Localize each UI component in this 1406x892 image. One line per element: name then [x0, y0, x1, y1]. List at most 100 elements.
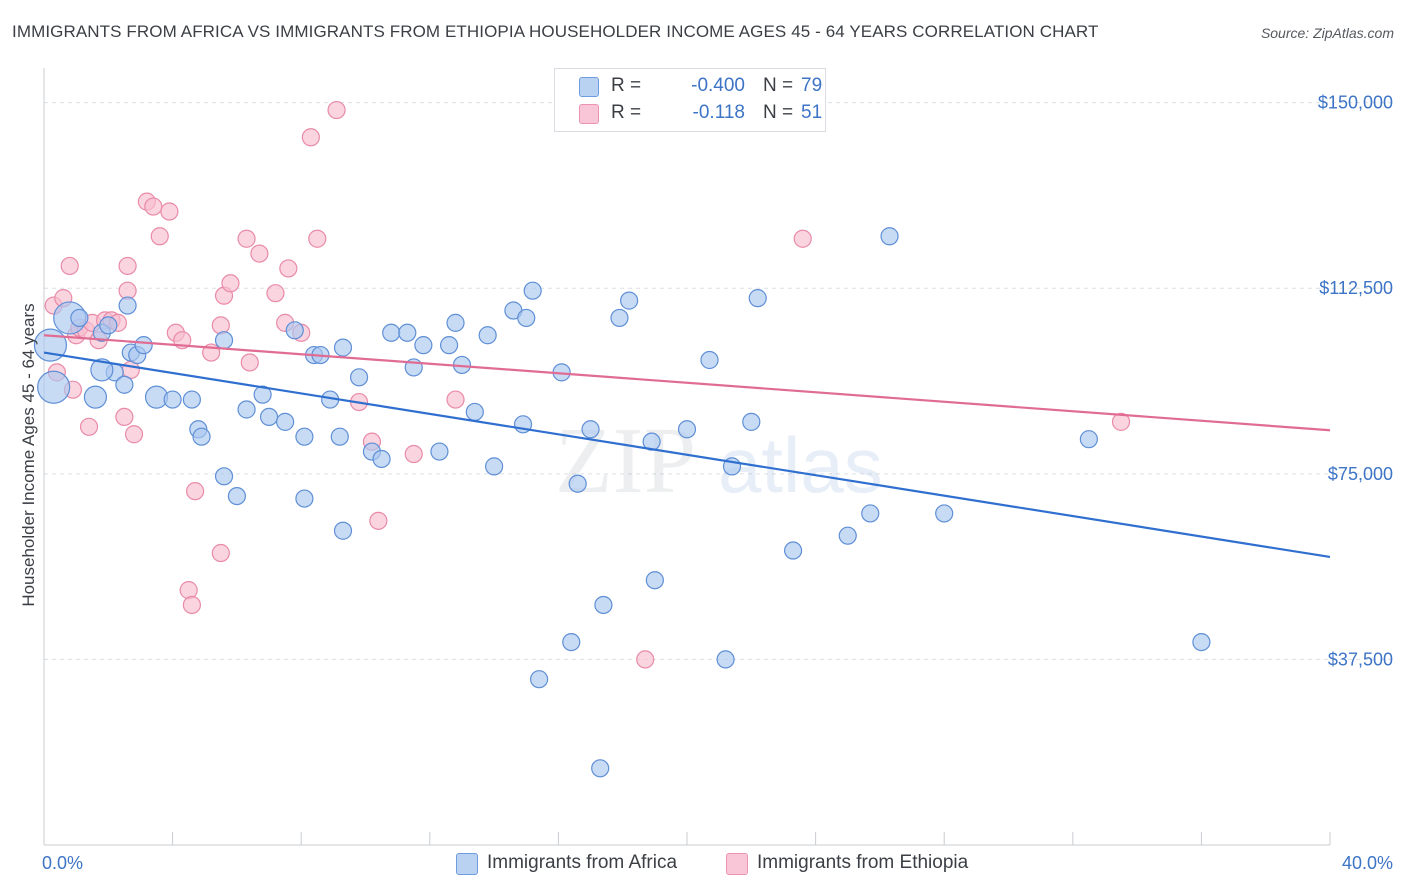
ethiopia-r-label: R =	[611, 102, 642, 123]
ethiopia-point	[1111, 412, 1131, 431]
ethiopia-point	[179, 581, 198, 600]
africa-point	[70, 308, 89, 328]
africa-point	[716, 650, 735, 669]
africa-point	[99, 316, 118, 335]
ethiopia-point	[327, 100, 346, 120]
africa-point	[398, 323, 417, 342]
watermark-atlas: atlas	[718, 421, 883, 509]
ethiopia-point	[446, 390, 465, 409]
ethiopia-point	[118, 256, 137, 276]
africa-point	[530, 670, 549, 689]
africa-point	[517, 308, 536, 328]
x-axis-ticks	[43, 832, 1331, 845]
africa-point	[134, 336, 153, 355]
source-credit: Source: ZipAtlas.com	[1260, 25, 1394, 41]
y-tick-label: $112,500	[1319, 278, 1393, 298]
ethiopia-point	[211, 316, 230, 335]
africa-point	[446, 313, 465, 332]
africa-point	[935, 504, 954, 523]
africa-point	[478, 326, 497, 345]
ethiopia-point	[186, 482, 205, 501]
africa-point	[562, 632, 581, 652]
africa-trend-line	[43, 351, 1331, 559]
africa-n-value: 79	[801, 75, 823, 96]
africa-point	[90, 358, 114, 382]
africa-point	[465, 402, 484, 422]
africa-point	[838, 526, 857, 545]
y-tick-label: $37,500	[1328, 649, 1393, 669]
africa-legend-swatch	[456, 853, 478, 875]
africa-point	[333, 338, 353, 357]
grid-lines	[44, 102, 1393, 660]
africa-point	[83, 385, 108, 409]
africa-point	[1079, 430, 1098, 449]
ethiopia-point	[60, 256, 79, 276]
africa-point	[591, 759, 610, 778]
ethiopia-n-label: N =	[763, 102, 794, 123]
africa-n-label: N =	[763, 75, 794, 96]
correlation-legend: R = -0.400 N = 79 R = -0.118 N = 51	[554, 68, 826, 132]
ethiopia-point	[150, 227, 169, 246]
x-tick-label-min: 0.0%	[42, 853, 83, 873]
ethiopia-point	[182, 595, 201, 615]
africa-point	[783, 541, 803, 560]
watermark: ZIP atlas	[555, 409, 883, 513]
ethiopia-point	[636, 650, 655, 669]
africa-point	[349, 368, 369, 387]
africa-point	[330, 427, 349, 446]
ethiopia-point	[301, 128, 320, 147]
africa-point	[645, 571, 664, 590]
africa-point	[700, 350, 719, 370]
africa-point	[382, 323, 401, 342]
y-tick-label: $150,000	[1318, 93, 1393, 113]
ethiopia-points	[44, 100, 1131, 669]
africa-point	[163, 390, 182, 409]
ethiopia-legend-swatch	[726, 853, 748, 875]
ethiopia-r-value: -0.118	[692, 102, 745, 123]
africa-points	[33, 227, 1211, 778]
africa-point	[227, 486, 246, 506]
africa-point	[253, 385, 272, 404]
africa-point	[1192, 632, 1211, 652]
africa-point	[259, 407, 279, 427]
y-axis-tick-labels: $37,500 $75,000 $112,500 $150,000	[1318, 93, 1393, 670]
africa-point	[237, 400, 256, 419]
africa-point	[581, 420, 600, 439]
ethiopia-point	[250, 244, 269, 263]
legend-item-ethiopia: Immigrants from Ethiopia	[726, 852, 1006, 876]
y-tick-label: $75,000	[1328, 464, 1393, 484]
africa-point	[523, 281, 542, 300]
africa-point	[485, 457, 504, 476]
ethiopia-point	[115, 407, 134, 427]
africa-point	[861, 504, 880, 523]
ethiopia-point	[240, 353, 259, 372]
africa-point	[285, 321, 304, 340]
ethiopia-point	[79, 417, 99, 436]
ethiopia-point	[308, 229, 327, 248]
africa-point	[214, 467, 234, 486]
ethiopia-point	[279, 259, 298, 278]
x-tick-label-max: 40.0%	[1342, 853, 1393, 873]
ethiopia-legend-label: Immigrants from Ethiopia	[757, 852, 969, 873]
ethiopia-point	[404, 444, 423, 464]
ethiopia-point	[369, 511, 388, 530]
africa-point	[118, 296, 137, 315]
africa-point	[568, 474, 587, 493]
africa-point	[742, 412, 761, 431]
africa-point	[115, 375, 134, 394]
ethiopia-n-value: 51	[801, 102, 823, 123]
africa-point	[677, 420, 697, 439]
africa-point	[214, 331, 234, 350]
ethiopia-point	[211, 543, 230, 563]
ethiopia-swatch	[579, 104, 599, 124]
africa-point	[276, 412, 295, 431]
trend-lines	[43, 334, 1331, 559]
africa-point	[182, 390, 201, 409]
africa-point	[333, 521, 353, 540]
ethiopia-point	[793, 229, 812, 248]
africa-point	[430, 442, 449, 461]
africa-swatch	[579, 77, 599, 97]
ethiopia-trend-line	[43, 334, 1331, 432]
y-axis-title: Householder Income Ages 45 - 64 years	[19, 303, 38, 606]
